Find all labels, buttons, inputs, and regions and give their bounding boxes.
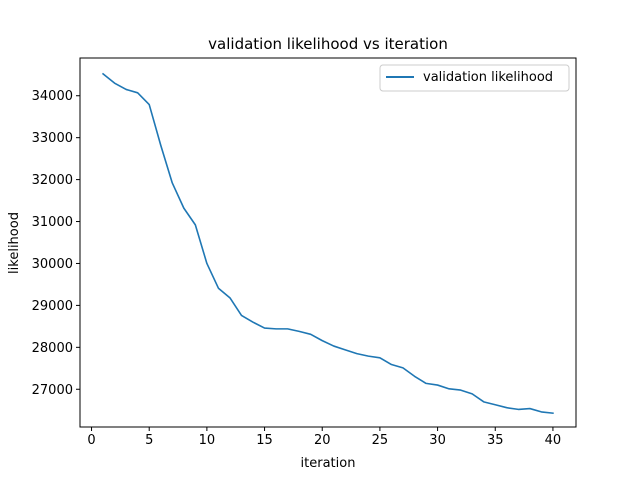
y-tick-label: 29000 bbox=[32, 299, 73, 314]
y-axis-label: likelihood bbox=[7, 212, 22, 274]
x-tick-label: 25 bbox=[372, 433, 389, 448]
x-tick-label: 30 bbox=[429, 433, 446, 448]
x-tick-label: 40 bbox=[545, 433, 562, 448]
x-tick-label: 10 bbox=[199, 433, 216, 448]
y-tick-label: 28000 bbox=[32, 341, 73, 356]
x-axis: 0 5 10 15 20 25 30 35 40 bbox=[87, 427, 561, 448]
plot-area bbox=[101, 72, 554, 415]
y-tick-label: 30000 bbox=[32, 257, 73, 272]
series-line bbox=[101, 72, 554, 415]
x-tick-label: 35 bbox=[487, 433, 504, 448]
y-tick-label: 31000 bbox=[32, 215, 73, 230]
x-axis-label: iteration bbox=[301, 456, 356, 471]
y-tick-label: 32000 bbox=[32, 173, 73, 188]
y-tick-label: 34000 bbox=[32, 89, 73, 104]
x-tick-label: 20 bbox=[314, 433, 331, 448]
x-tick-label: 5 bbox=[145, 433, 153, 448]
y-tick-label: 27000 bbox=[32, 383, 73, 398]
x-tick-label: 0 bbox=[87, 433, 95, 448]
axes-frame bbox=[79, 57, 577, 428]
chart-title: validation likelihood vs iteration bbox=[208, 35, 448, 53]
x-tick-label: 15 bbox=[256, 433, 273, 448]
legend: validation likelihood bbox=[379, 64, 570, 92]
y-tick-label: 33000 bbox=[32, 131, 73, 146]
legend-box bbox=[379, 64, 570, 92]
y-axis: 27000 28000 29000 30000 31000 32000 33000 34000 bbox=[32, 89, 80, 398]
legend-label: validation likelihood bbox=[423, 70, 553, 85]
